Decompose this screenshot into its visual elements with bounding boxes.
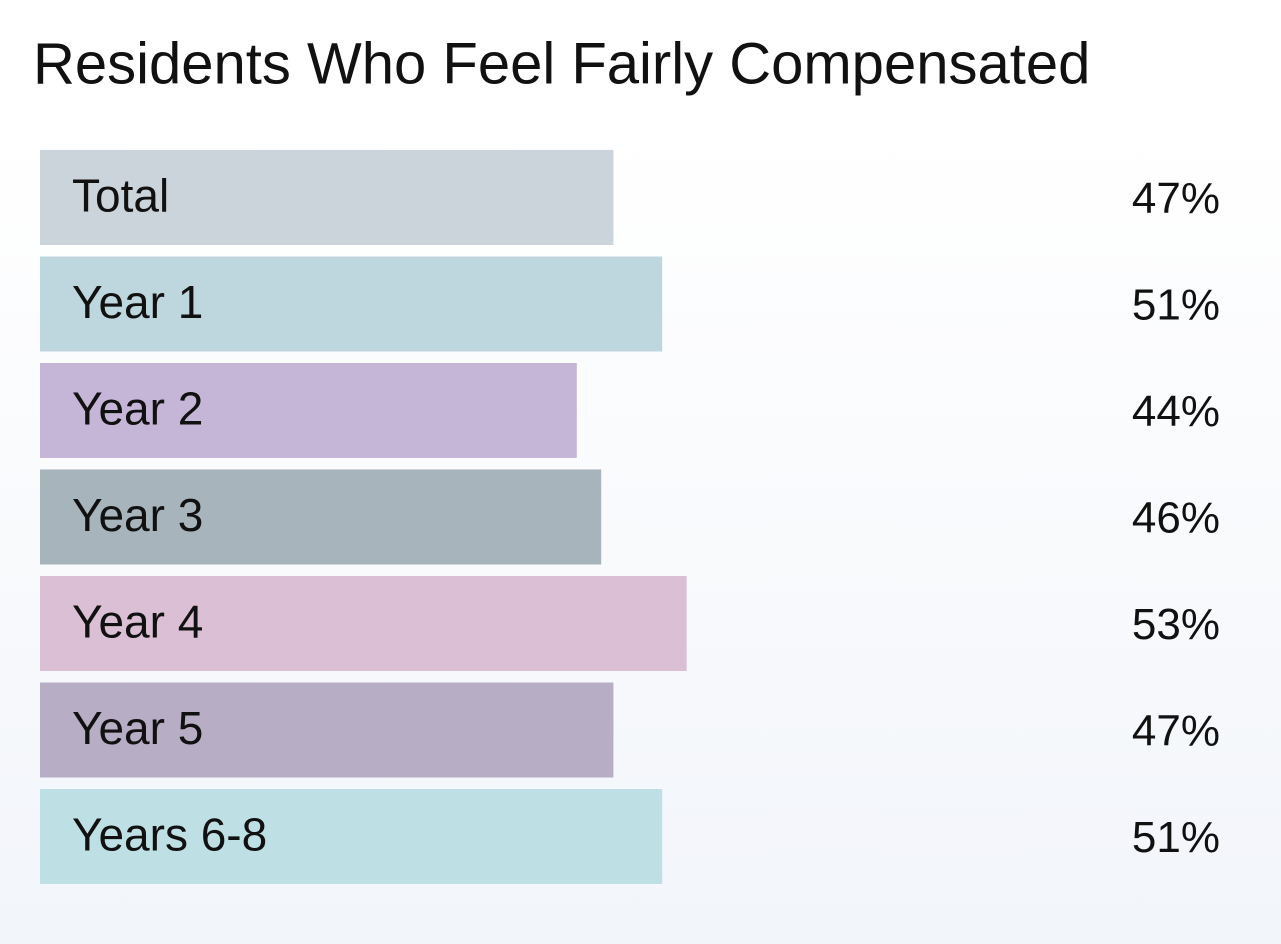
bar	[40, 682, 614, 778]
category-label: Year 1	[72, 276, 203, 328]
bar	[40, 789, 663, 884]
value-label: 51%	[1132, 281, 1220, 330]
value-label: 47%	[1132, 707, 1220, 756]
category-label: Year 4	[72, 596, 203, 648]
bar	[40, 256, 663, 352]
bar	[40, 469, 602, 565]
value-label: 47%	[1132, 174, 1220, 223]
value-label: 46%	[1132, 494, 1220, 543]
bar	[40, 363, 577, 458]
bar	[40, 150, 614, 245]
value-label: 51%	[1132, 813, 1220, 862]
category-label: Years 6-8	[72, 809, 267, 861]
category-label: Total	[72, 170, 169, 222]
chart-title: Residents Who Feel Fairly Compensated	[33, 31, 1090, 96]
category-label: Year 3	[72, 489, 203, 541]
category-label: Year 2	[72, 383, 203, 435]
bar	[40, 576, 687, 671]
category-label: Year 5	[72, 702, 203, 754]
value-label: 53%	[1132, 600, 1220, 649]
value-label: 44%	[1132, 387, 1220, 436]
